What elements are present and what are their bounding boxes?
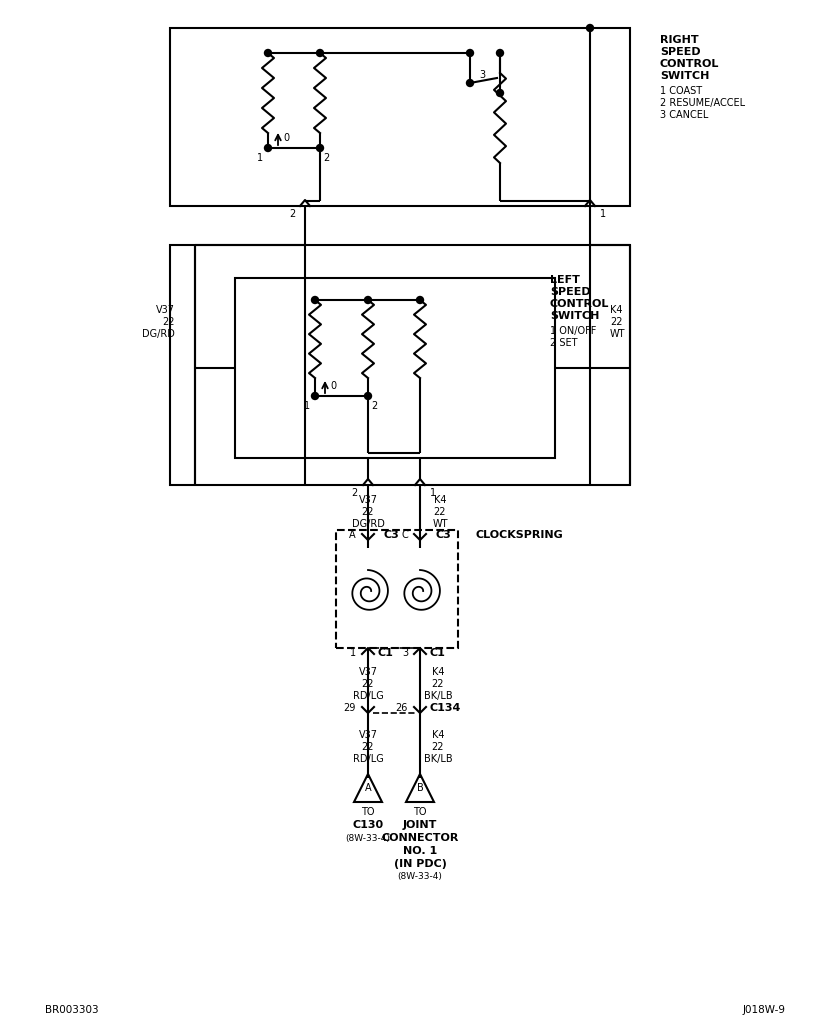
Text: SPEED: SPEED	[550, 287, 591, 297]
Text: 2: 2	[371, 401, 377, 411]
Circle shape	[466, 49, 474, 56]
Text: 22: 22	[434, 507, 446, 517]
Text: 1: 1	[304, 401, 310, 411]
Text: B: B	[416, 783, 423, 793]
Text: TO: TO	[361, 807, 375, 817]
Text: 22: 22	[432, 742, 445, 752]
Text: (8W-33-4): (8W-33-4)	[346, 834, 391, 843]
Text: 2 SET: 2 SET	[550, 338, 578, 348]
Text: V37: V37	[358, 730, 377, 740]
Text: 0: 0	[330, 381, 336, 391]
Circle shape	[587, 25, 593, 32]
Text: K4: K4	[610, 305, 622, 315]
Circle shape	[312, 297, 318, 303]
Text: K4: K4	[432, 667, 445, 677]
Text: 3 CANCEL: 3 CANCEL	[660, 110, 708, 120]
Text: RD/LG: RD/LG	[352, 691, 383, 701]
Text: (8W-33-4): (8W-33-4)	[397, 872, 442, 882]
Text: K4: K4	[434, 495, 446, 505]
Text: 2 RESUME/ACCEL: 2 RESUME/ACCEL	[660, 98, 745, 108]
Circle shape	[365, 392, 371, 399]
Text: C: C	[401, 530, 408, 540]
Text: BK/LB: BK/LB	[424, 691, 452, 701]
Text: CLOCKSPRING: CLOCKSPRING	[475, 530, 563, 540]
Text: 22: 22	[361, 679, 374, 689]
Circle shape	[317, 49, 323, 56]
Text: C1: C1	[378, 648, 394, 658]
Circle shape	[416, 297, 424, 303]
Text: JOINT: JOINT	[403, 820, 437, 830]
Text: BR003303: BR003303	[45, 1005, 99, 1015]
Text: 22: 22	[610, 317, 622, 327]
Text: C3: C3	[436, 530, 452, 540]
Circle shape	[264, 144, 272, 152]
Bar	[170, 28, 630, 206]
Circle shape	[312, 392, 318, 399]
Text: 1 ON/OFF: 1 ON/OFF	[550, 326, 597, 336]
Text: V37: V37	[358, 667, 377, 677]
Text: J018W-9: J018W-9	[743, 1005, 786, 1015]
Text: CONTROL: CONTROL	[550, 299, 609, 309]
Text: 22: 22	[361, 507, 374, 517]
Text: 3: 3	[402, 648, 408, 658]
Text: SWITCH: SWITCH	[660, 71, 710, 81]
Text: CONNECTOR: CONNECTOR	[381, 833, 459, 843]
Text: 2: 2	[352, 488, 358, 498]
Text: 29: 29	[344, 703, 356, 713]
Text: TO: TO	[413, 807, 427, 817]
Text: A: A	[365, 783, 371, 793]
Text: (IN PDC): (IN PDC)	[394, 859, 446, 869]
Text: SPEED: SPEED	[660, 47, 701, 57]
Text: RIGHT: RIGHT	[660, 35, 699, 45]
Text: A: A	[349, 530, 356, 540]
Bar	[235, 278, 555, 458]
Text: 2: 2	[288, 209, 295, 219]
Text: 22: 22	[163, 317, 175, 327]
Text: 1: 1	[350, 648, 356, 658]
Text: C3: C3	[384, 530, 400, 540]
Text: LEFT: LEFT	[550, 275, 580, 285]
Circle shape	[264, 49, 272, 56]
Bar	[170, 245, 630, 485]
Text: 0: 0	[283, 133, 289, 143]
Text: 1: 1	[257, 153, 263, 163]
Bar	[336, 530, 458, 648]
Text: 2: 2	[323, 153, 329, 163]
Text: DG/RD: DG/RD	[352, 519, 385, 529]
Text: 1: 1	[600, 209, 606, 219]
Text: C1: C1	[430, 648, 446, 658]
Text: 22: 22	[432, 679, 445, 689]
Text: 3: 3	[479, 70, 485, 80]
Circle shape	[466, 80, 474, 86]
Circle shape	[365, 297, 371, 303]
Text: C130: C130	[352, 820, 384, 830]
Text: K4: K4	[432, 730, 445, 740]
Text: WT: WT	[610, 329, 626, 339]
Text: V37: V37	[358, 495, 377, 505]
Text: SWITCH: SWITCH	[550, 311, 599, 321]
Text: DG/RD: DG/RD	[142, 329, 175, 339]
Circle shape	[496, 89, 504, 96]
Text: BK/LB: BK/LB	[424, 754, 452, 764]
Circle shape	[317, 144, 323, 152]
Text: 1 COAST: 1 COAST	[660, 86, 702, 96]
Text: 22: 22	[361, 742, 374, 752]
Text: NO. 1: NO. 1	[403, 846, 437, 856]
Text: RD/LG: RD/LG	[352, 754, 383, 764]
Text: C134: C134	[430, 703, 461, 713]
Text: 1: 1	[430, 488, 436, 498]
Circle shape	[496, 49, 504, 56]
Text: V37: V37	[156, 305, 175, 315]
Text: 26: 26	[396, 703, 408, 713]
Text: CONTROL: CONTROL	[660, 59, 720, 69]
Text: WT: WT	[432, 519, 448, 529]
